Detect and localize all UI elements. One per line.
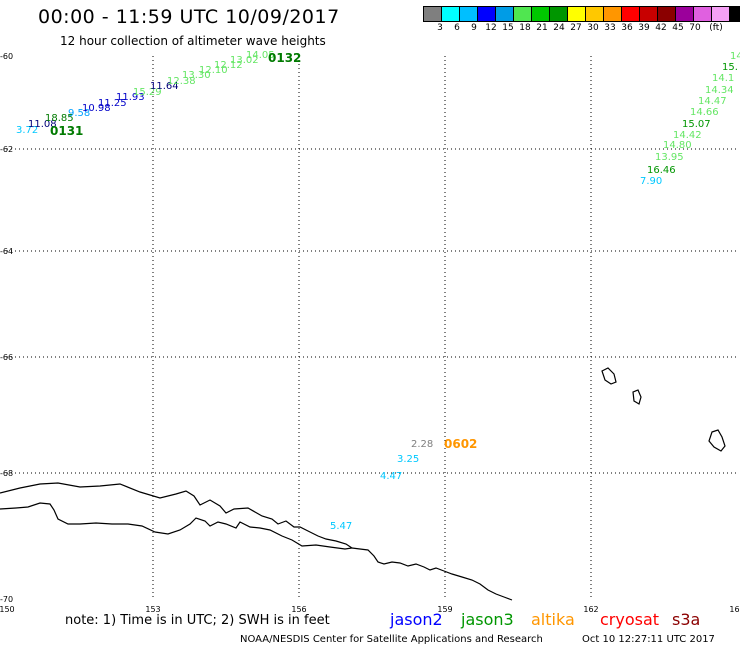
legend-label: 27 [570,23,582,33]
pass-time-label: 0132 [268,51,301,65]
antarctic-coastline [0,482,354,550]
legend-label: 12 [485,23,497,33]
footer-sat-altika: altika [531,610,575,629]
lat-tick-label: -68 [0,469,13,478]
legend-label: 30 [587,23,599,33]
wave-height-label: 4.47 [380,471,402,482]
coastline [0,367,726,601]
footer-sat-cryosat: cryosat [600,610,660,629]
wave-height-label: 11.25 [98,98,127,109]
footer-sat-jason3: jason3 [461,610,514,629]
wave-height-label: 3.25 [397,454,419,465]
wave-height-label: 15.29 [133,87,162,98]
lat-tick-label: -64 [0,247,13,256]
track-labels: 3.7211.0818.859.5810.9811.2511.9315.2911… [16,50,740,532]
wave-height-label: 18.85 [45,113,74,124]
wave-height-label: 14.80 [663,140,692,151]
wave-height-label: 15. [722,62,738,73]
lon-tick-label: 162 [583,605,598,614]
map-grid: 150 153 156 159 162 165 -60 -62 -64 -66 -68 -70 [0,52,740,614]
island-3 [708,429,726,452]
color-legend [423,6,740,22]
legend-labels: 3 6 9 12 15 18 21 24 27 30 33 36 39 42 45 70 (ft) [423,23,740,35]
antarctic-coastline-east [351,547,513,601]
wave-height-label: 7.90 [640,176,662,187]
footer-sat-s3a: s3a [672,610,701,629]
island-2 [632,389,642,405]
wave-height-label: 11.93 [116,92,145,103]
wave-height-label: 15.07 [682,119,711,130]
legend-label: 42 [655,23,667,33]
legend-label: 36 [621,23,633,33]
legend-label: 9 [471,23,477,33]
wave-height-label: 16.46 [647,165,676,176]
footer-sat-jason2: jason2 [390,610,443,629]
wave-height-label: 13.02 [230,55,259,66]
legend-label: 3 [437,23,443,33]
legend-label: 18 [519,23,531,33]
wave-height-label: 9.58 [68,108,90,119]
legend-label: (ft) [709,23,723,33]
legend-label: 70 [689,23,701,33]
lat-tick-label: -66 [0,353,13,362]
wave-height-label: 12.38 [167,76,196,87]
map-title: 00:00 - 11:59 UTC 10/09/2017 [38,6,340,28]
legend-label: 15 [502,23,514,33]
island-1 [601,367,617,385]
lat-tick-label: -60 [0,52,13,61]
map-subtitle: 12 hour collection of altimeter wave hei… [60,34,326,48]
legend-label: 33 [604,23,616,33]
footer-note: note: 1) Time is in UTC; 2) SWH is in fe… [65,613,330,628]
wave-height-label: 14.66 [690,107,719,118]
legend-label: 39 [638,23,650,33]
legend-label: 6 [454,23,460,33]
wave-height-label: 13.30 [182,70,211,81]
lon-tick-label: 165 [729,605,740,614]
wave-height-label: 3.72 [16,125,38,136]
wave-height-label: 12.10 [199,65,228,76]
wave-height-label: 11.64 [150,81,179,92]
wave-height-label: 14.34 [705,85,734,96]
lat-tick-label: -70 [0,595,13,604]
legend-label: 24 [553,23,565,33]
wave-height-label: 14.47 [698,96,727,107]
legend-label: 21 [536,23,548,33]
pass-time-label: 0131 [50,124,83,138]
wave-height-label: 11.08 [28,119,57,130]
wave-height-label: 10.98 [82,103,111,114]
lat-tick-label: -62 [0,145,13,154]
pass-time-label: 0602 [444,437,477,451]
lon-tick-label: 153 [145,605,160,614]
wave-height-label: 14 [730,51,740,62]
wave-height-label: 13.95 [655,152,684,163]
wave-height-label: 14.05 [246,50,275,61]
wave-height-label: 12.12 [214,60,243,71]
legend-label: 45 [672,23,684,33]
legend-swatch [729,6,740,22]
lon-tick-label: 156 [291,605,306,614]
wave-height-label: 2.28 [411,439,433,450]
footer-credit: NOAA/NESDIS Center for Satellite Applica… [240,634,543,645]
lon-tick-label: 150 [0,605,15,614]
wave-height-label: 14.42 [673,130,702,141]
wave-height-label: 5.47 [330,521,352,532]
footer-timestamp: Oct 10 12:27:11 UTC 2017 [582,634,715,645]
wave-height-label: 14.1 [712,73,734,84]
lon-tick-label: 159 [437,605,452,614]
